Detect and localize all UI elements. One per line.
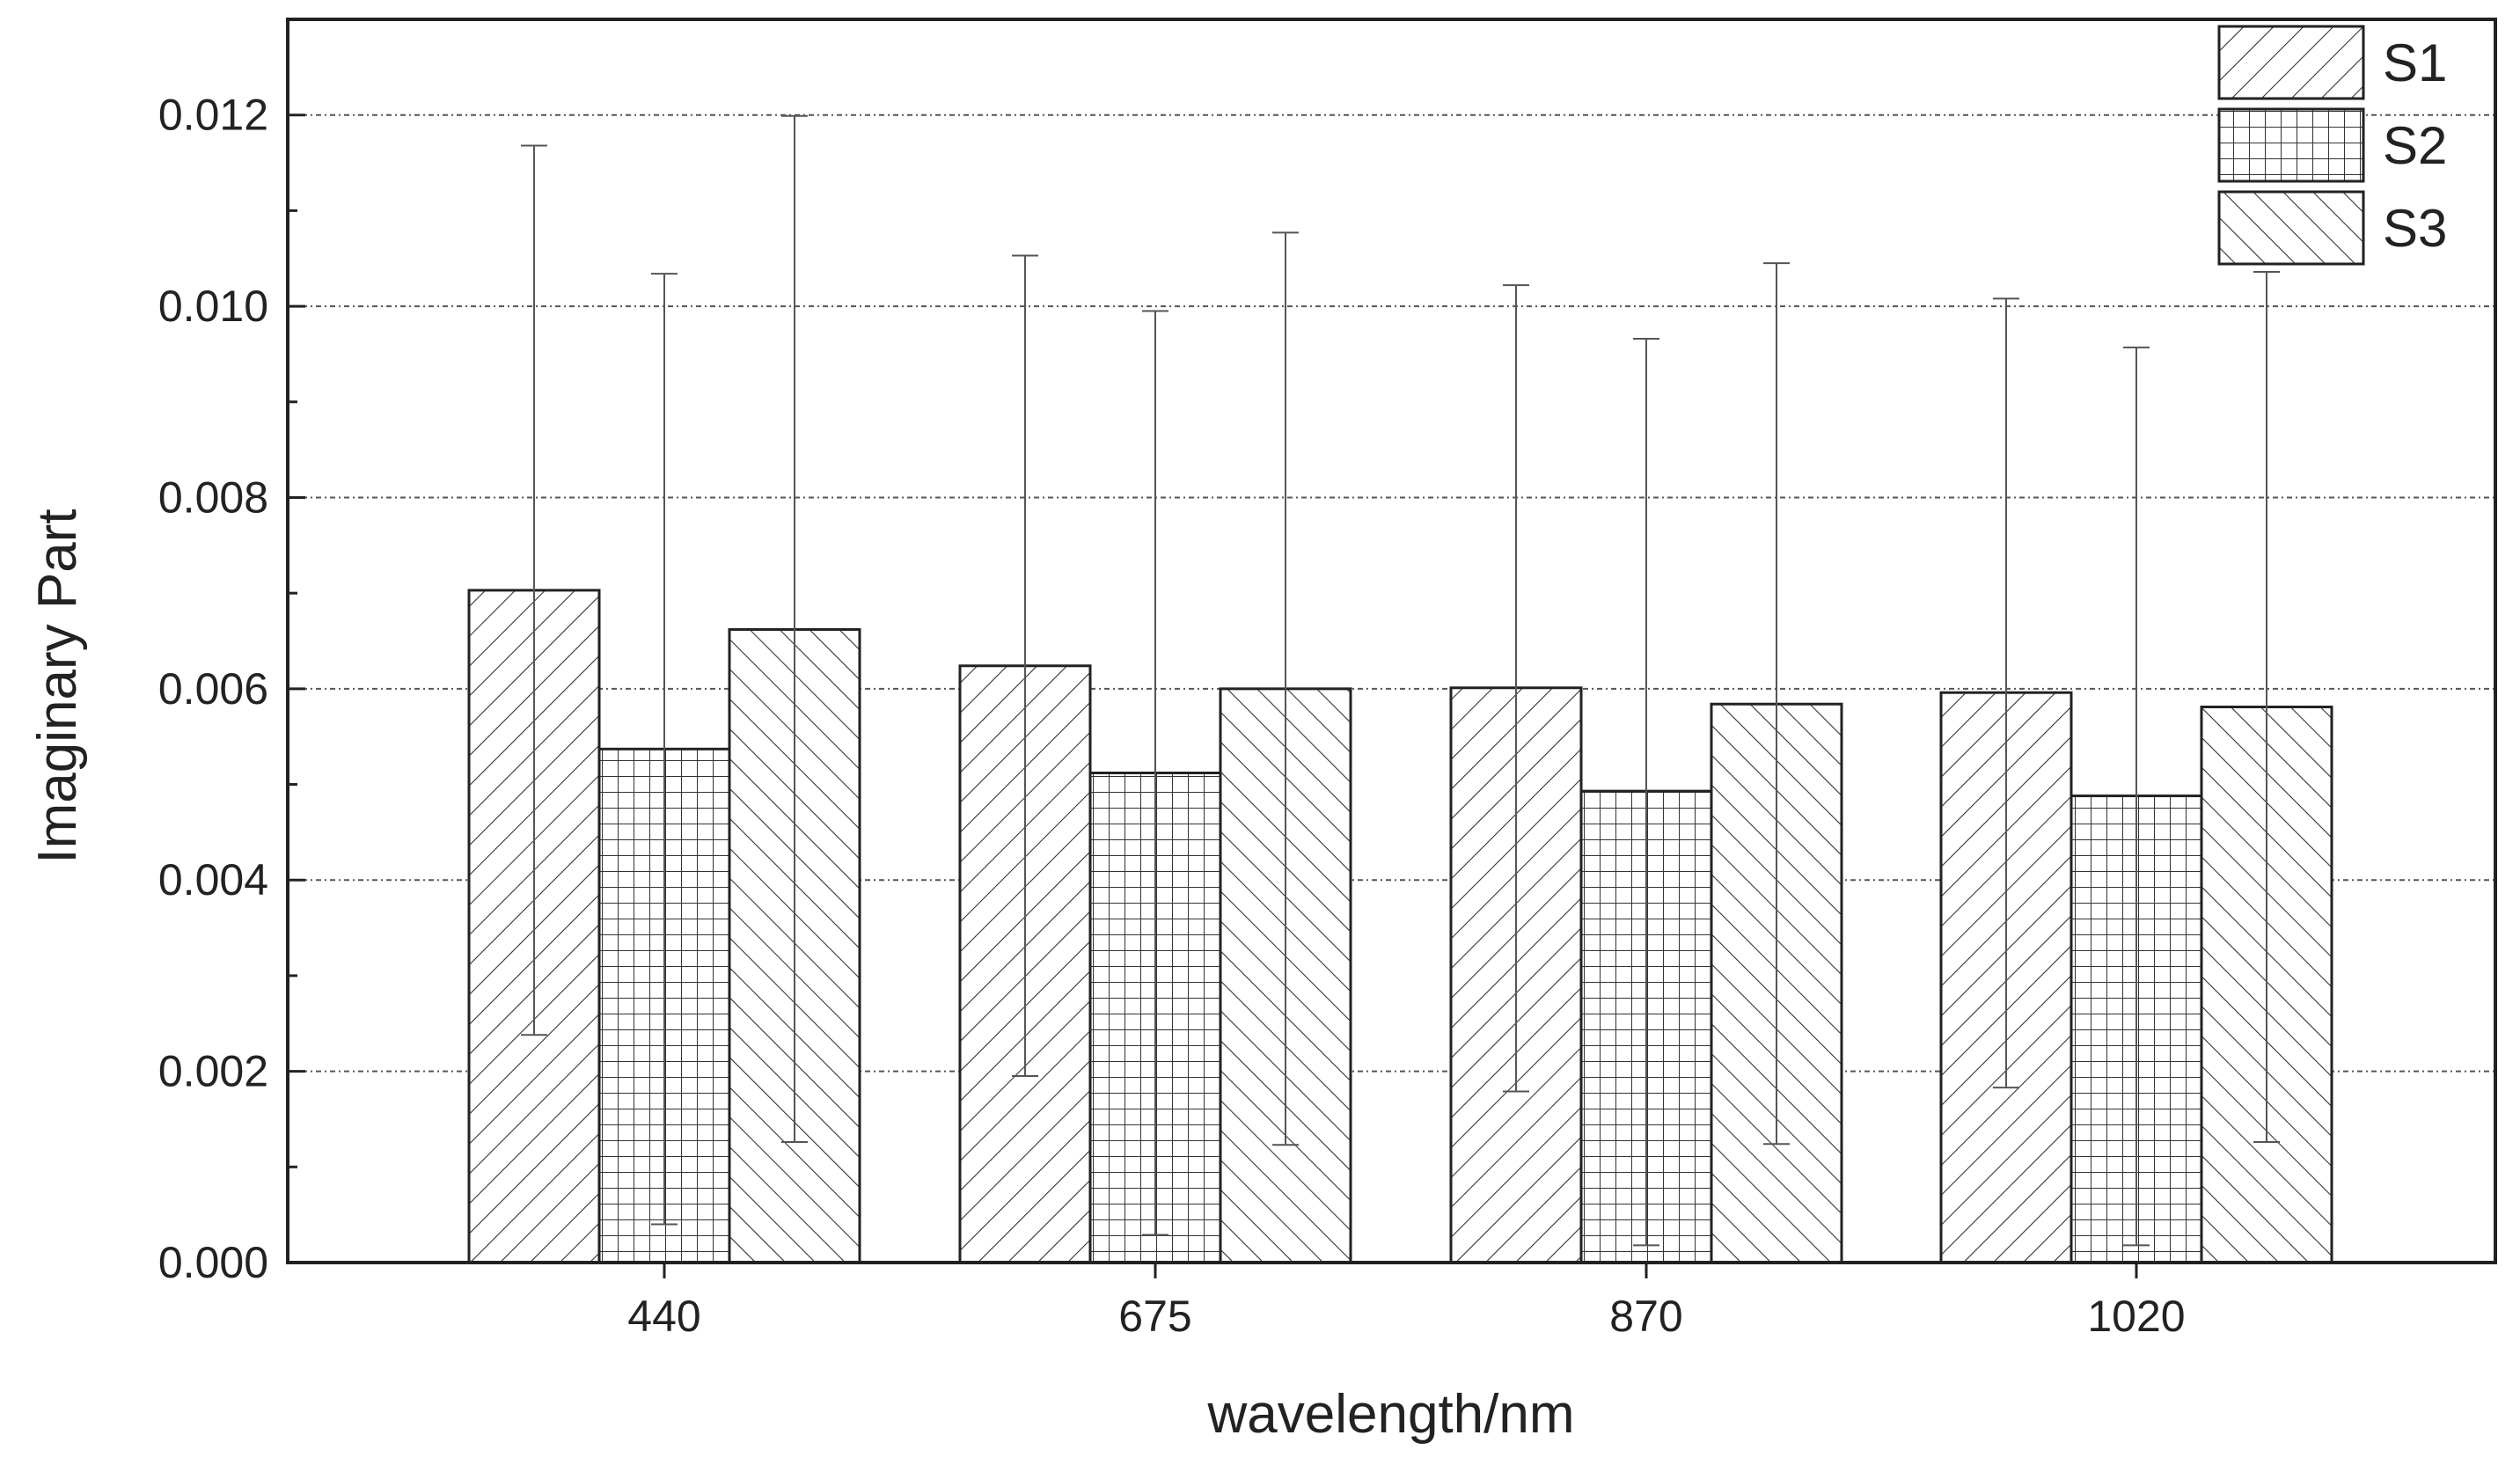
plot-frame xyxy=(286,18,2497,1264)
error-bar-s3-870 xyxy=(1763,262,1790,1146)
legend-label: S1 xyxy=(2383,33,2447,92)
legend-item-s1: S1 xyxy=(2217,25,2447,100)
x-axis: 440 675 870 1020 xyxy=(627,1263,2186,1341)
x-tick-label: 675 xyxy=(1118,1292,1191,1341)
y-axis-title: Imaginary Part xyxy=(27,509,88,863)
x-tick-label: 1020 xyxy=(2087,1292,2185,1341)
legend-item-s3: S3 xyxy=(2217,190,2447,266)
error-bar-s1-1020 xyxy=(1993,297,2019,1089)
legend-label: S3 xyxy=(2383,199,2447,258)
y-tick-label: 0.010 xyxy=(158,282,268,331)
legend: S1 S2 S3 xyxy=(2217,25,2447,266)
x-tick-label: 870 xyxy=(1609,1292,1682,1341)
error-bar-s2-1020 xyxy=(2123,346,2150,1247)
error-bar-s1-675 xyxy=(1012,254,1038,1078)
legend-swatch xyxy=(2217,107,2365,183)
error-bar-s3-440 xyxy=(781,114,808,1144)
error-bar-s2-870 xyxy=(1633,338,1659,1247)
y-tick-label: 0.004 xyxy=(158,855,268,904)
y-axis: 0.000 0.002 0.004 0.006 0.008 0.010 0.012 xyxy=(158,18,305,1287)
y-tick-label: 0.012 xyxy=(158,91,268,140)
error-bar-s1-870 xyxy=(1503,284,1529,1093)
legend-item-s2: S2 xyxy=(2217,107,2447,183)
legend-label: S2 xyxy=(2383,116,2447,175)
y-tick-label: 0.000 xyxy=(158,1238,268,1287)
y-tick-label: 0.006 xyxy=(158,664,268,714)
y-tick-label: 0.002 xyxy=(158,1047,268,1096)
x-axis-title: wavelength/nm xyxy=(1206,1384,1574,1445)
error-bar-s3-1020 xyxy=(2253,270,2280,1144)
legend-swatch xyxy=(2217,25,2365,100)
error-bar-s2-440 xyxy=(651,273,678,1226)
error-bar-s3-675 xyxy=(1272,231,1299,1146)
error-bars xyxy=(521,114,2280,1247)
error-bar-s1-440 xyxy=(521,144,547,1036)
x-tick-label: 440 xyxy=(627,1292,700,1341)
legend-swatch xyxy=(2217,190,2365,266)
y-tick-label: 0.008 xyxy=(158,472,268,522)
error-bar-s2-675 xyxy=(1142,310,1168,1236)
